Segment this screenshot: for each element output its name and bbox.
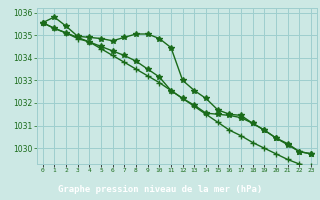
Text: Graphe pression niveau de la mer (hPa): Graphe pression niveau de la mer (hPa) [58, 185, 262, 194]
